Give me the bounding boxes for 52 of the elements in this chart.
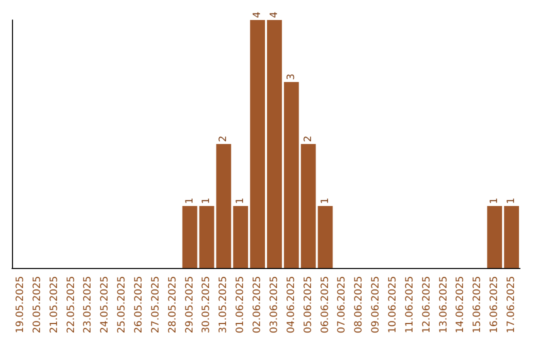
x-tick-label: 13.06.2025 [438,276,450,334]
data-label: 1 [201,198,212,204]
x-tick-label: 03.06.2025 [268,276,280,334]
x-tick-label: 10.06.2025 [388,276,398,334]
bar [267,20,282,268]
x-tick-label: 05.06.2025 [302,276,314,334]
bar [487,206,502,268]
x-tick-label: 24.05.2025 [100,276,111,334]
x-tick-label: 23.05.2025 [82,276,94,334]
x-tick-label: 08.06.2025 [354,276,365,334]
data-label: 1 [320,198,331,204]
data-label: 1 [489,198,500,204]
data-label: 2 [218,136,230,142]
bar [233,206,248,268]
bar [300,144,316,268]
bar [318,206,333,268]
data-label: 1 [235,198,246,204]
x-tick-label: 27.05.2025 [150,276,162,334]
x-tick-label: 19.05.2025 [14,276,26,334]
bar [182,206,198,268]
bar [216,144,232,268]
x-tick-label: 20.05.2025 [32,276,43,334]
x-tick-label: 26.05.2025 [134,276,144,334]
x-tick-label: 17.06.2025 [506,276,518,334]
x-tick-label: 07.06.2025 [336,276,348,334]
x-tick-label: 12.06.2025 [421,276,432,334]
x-tick-label: 21.05.2025 [48,276,60,334]
data-label: 4 [268,12,280,18]
bar [284,82,299,268]
bar [250,20,265,268]
data-label: 4 [252,12,264,18]
data-label: 1 [506,198,518,204]
x-tick-label: 14.06.2025 [455,276,466,334]
x-tick-label: 15.06.2025 [472,276,484,334]
data-label: 3 [286,74,297,80]
data-label: 1 [184,198,196,204]
x-tick-label: 29.05.2025 [184,276,196,334]
x-tick-label: 01.06.2025 [235,276,246,334]
bar [504,206,519,268]
x-tick-label: 22.05.2025 [66,276,77,334]
x-tick-label: 16.06.2025 [489,276,500,334]
x-tick-label: 25.05.2025 [116,276,128,334]
x-tick-label: 31.05.2025 [218,276,230,334]
x-tick-label: 30.05.2025 [201,276,212,334]
x-tick-label: 11.06.2025 [404,276,416,334]
x-tick-label: 28.05.2025 [167,276,178,334]
x-tick-label: 09.06.2025 [370,276,382,334]
x-tick-label: 02.06.2025 [252,276,264,334]
x-tick-label: 06.06.2025 [320,276,331,334]
data-label: 2 [302,136,314,142]
bar [199,206,214,268]
x-tick-label: 04.06.2025 [286,276,297,334]
